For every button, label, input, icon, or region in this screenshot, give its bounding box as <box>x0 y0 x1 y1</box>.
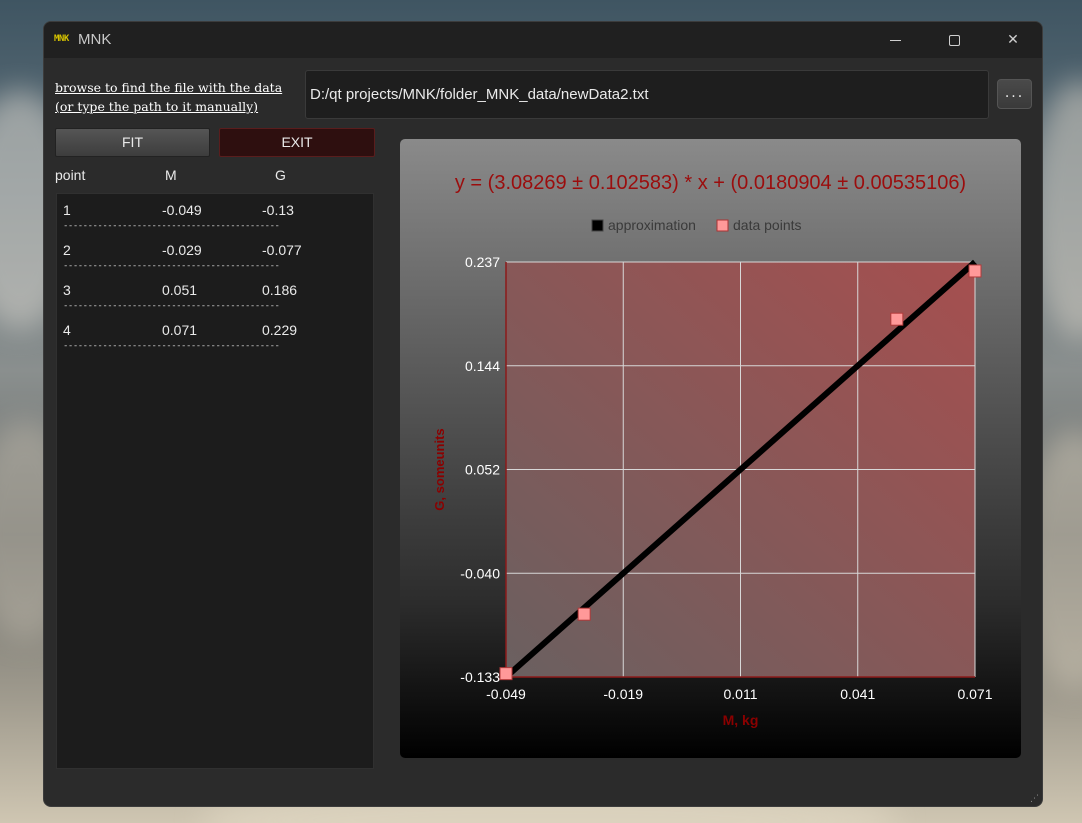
column-header-g: G <box>275 167 286 183</box>
browse-label: browse to find the file with the data (o… <box>55 78 305 116</box>
y-tick-label: -0.040 <box>460 565 500 581</box>
close-icon: ✕ <box>1007 32 1019 48</box>
x-tick-label: -0.049 <box>486 686 526 702</box>
legend-data-points-label: data points <box>733 217 802 233</box>
row-separator: ----------------------------------------… <box>63 301 280 311</box>
file-path-input[interactable] <box>305 70 989 119</box>
point-index: 2 <box>63 242 71 258</box>
legend-approximation-label: approximation <box>608 217 696 233</box>
row-separator: ----------------------------------------… <box>63 261 280 271</box>
browse-button[interactable]: ... <box>997 79 1032 109</box>
y-tick-label: 0.237 <box>465 254 500 270</box>
m-value: -0.049 <box>162 202 202 218</box>
row-separator: ----------------------------------------… <box>63 341 280 351</box>
app-icon: MNK <box>54 34 69 44</box>
m-value: 0.051 <box>162 282 198 298</box>
x-tick-label: -0.019 <box>603 686 643 702</box>
exit-button[interactable]: EXIT <box>219 128 375 157</box>
chart-title: y = (3.08269 ± 0.102583) * x + (0.018090… <box>455 172 966 194</box>
data-point <box>577 607 591 621</box>
g-value: 0.186 <box>262 282 298 298</box>
x-tick-label: 0.041 <box>840 686 875 702</box>
minimize-button[interactable] <box>872 22 918 58</box>
title-bar[interactable]: MNK MNK ✕ <box>44 22 1042 58</box>
browse-label-line1: browse to find the file with the data <box>55 80 283 95</box>
x-axis-label: M, kg <box>723 712 759 728</box>
resize-grip-icon[interactable]: ⋰ <box>1030 794 1039 804</box>
maximize-button[interactable] <box>931 22 977 58</box>
m-value: 0.071 <box>162 322 198 338</box>
data-point <box>890 312 904 326</box>
m-value: -0.029 <box>162 242 202 258</box>
maximize-icon <box>948 34 960 46</box>
browse-label-line2: (or type the path to it manually) <box>55 99 259 114</box>
list-item[interactable]: 3 0.051 0.186 --------------------------… <box>57 274 373 314</box>
list-item[interactable]: 1 -0.049 -0.13 -------------------------… <box>57 194 373 234</box>
y-tick-label: 0.052 <box>465 462 500 478</box>
y-tick-label: -0.133 <box>460 669 500 685</box>
point-index: 4 <box>63 322 71 338</box>
fit-button[interactable]: FIT <box>55 128 210 157</box>
list-item[interactable]: 4 0.071 0.229 --------------------------… <box>57 314 373 354</box>
row-separator: ----------------------------------------… <box>63 221 280 231</box>
g-value: -0.13 <box>262 202 294 218</box>
g-value: -0.077 <box>262 242 302 258</box>
data-point <box>968 264 982 278</box>
column-header-m: M <box>165 167 177 183</box>
x-tick-label: 0.071 <box>957 686 992 702</box>
y-axis-label: G, someunits <box>432 428 447 510</box>
chart-panel: y = (3.08269 ± 0.102583) * x + (0.018090… <box>400 139 1021 758</box>
x-tick-label: 0.011 <box>724 686 758 702</box>
y-tick-label: 0.144 <box>465 358 500 374</box>
point-index: 1 <box>63 202 71 218</box>
g-value: 0.229 <box>262 322 298 338</box>
app-window: MNK MNK ✕ browse to find the file with t… <box>43 21 1043 807</box>
column-header-point: point <box>55 167 86 183</box>
close-button[interactable]: ✕ <box>990 22 1036 58</box>
legend-approximation-swatch <box>591 219 604 232</box>
chart-svg: y = (3.08269 ± 0.102583) * x + (0.018090… <box>432 172 993 728</box>
window-title: MNK <box>78 31 112 48</box>
minimize-icon <box>889 39 901 41</box>
point-index: 3 <box>63 282 71 298</box>
list-item[interactable]: 2 -0.029 -0.077 ------------------------… <box>57 234 373 274</box>
legend-data-points-swatch <box>716 219 729 232</box>
data-point <box>499 667 513 681</box>
data-list[interactable]: 1 -0.049 -0.13 -------------------------… <box>56 193 374 769</box>
